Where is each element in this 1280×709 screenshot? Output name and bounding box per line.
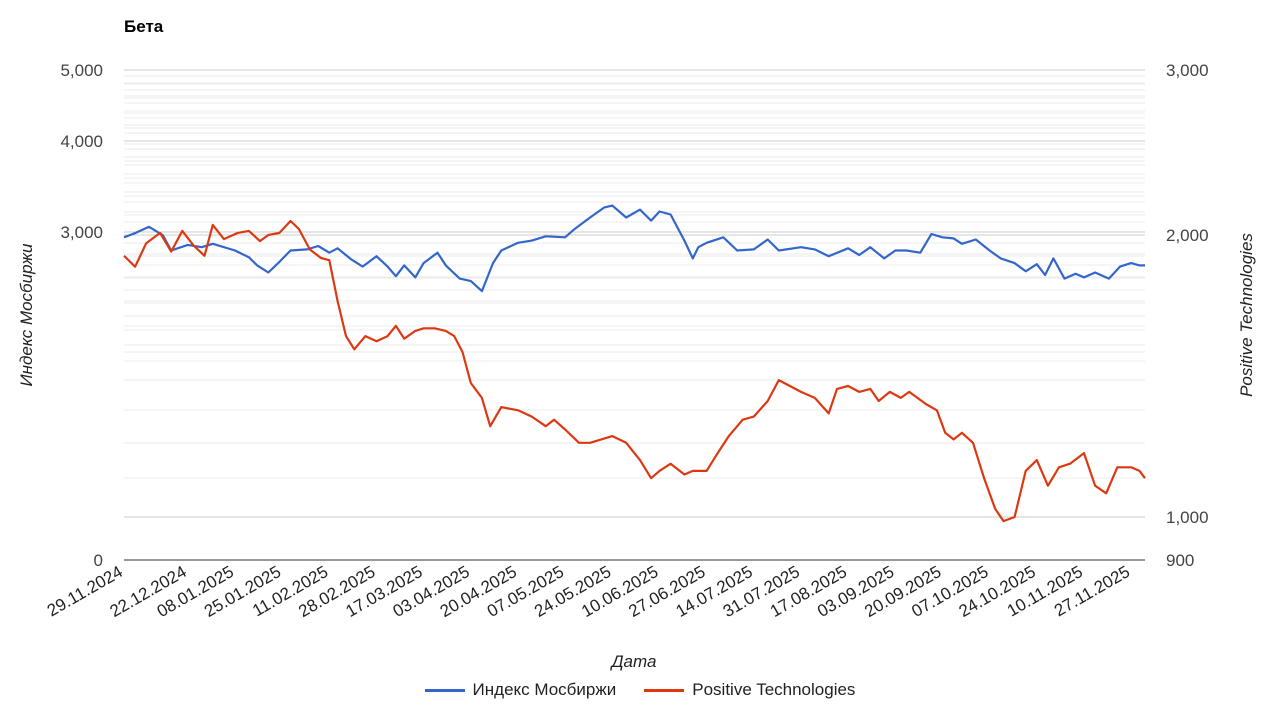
y-left-tick-label: 4,000 [60, 132, 103, 151]
series-line-positive [123, 219, 1146, 523]
y-left-tick-label: 0 [94, 551, 103, 570]
legend: Индекс Мосбиржи Positive Technologies [0, 680, 1280, 700]
legend-swatch-moex [424, 688, 465, 692]
y-right-tick-label: 900 [1166, 551, 1194, 570]
y-right-tick-label: 2,000 [1166, 226, 1209, 245]
y-left-tick-label: 3,000 [60, 223, 103, 242]
legend-label-positive: Positive Technologies [692, 680, 856, 699]
y-left-ticks: 0 3,000 4,000 5,000 [60, 61, 103, 570]
y-left-tick-label: 5,000 [60, 61, 103, 80]
y-right-tick-label: 1,000 [1166, 508, 1209, 527]
legend-swatch-positive [644, 688, 685, 692]
x-axis-title: Дата [610, 652, 657, 671]
y-left-axis-title: Индекс Мосбиржи [17, 243, 36, 387]
legend-item-positive[interactable]: Positive Technologies [644, 680, 855, 700]
y-right-ticks: 900 1,000 2,000 3,000 [1166, 61, 1209, 570]
legend-item-moex[interactable]: Индекс Мосбиржи [424, 680, 617, 700]
series-layer [123, 204, 1146, 523]
y-right-axis-title: Positive Technologies [1237, 233, 1256, 397]
grid-lines [124, 69, 1145, 518]
chart-title: Бета [124, 17, 164, 36]
y-right-tick-label: 3,000 [1166, 61, 1209, 80]
legend-label-moex: Индекс Мосбиржи [472, 680, 617, 699]
x-tick-labels: 29.11.202422.12.202408.01.202525.01.2025… [44, 562, 1133, 621]
